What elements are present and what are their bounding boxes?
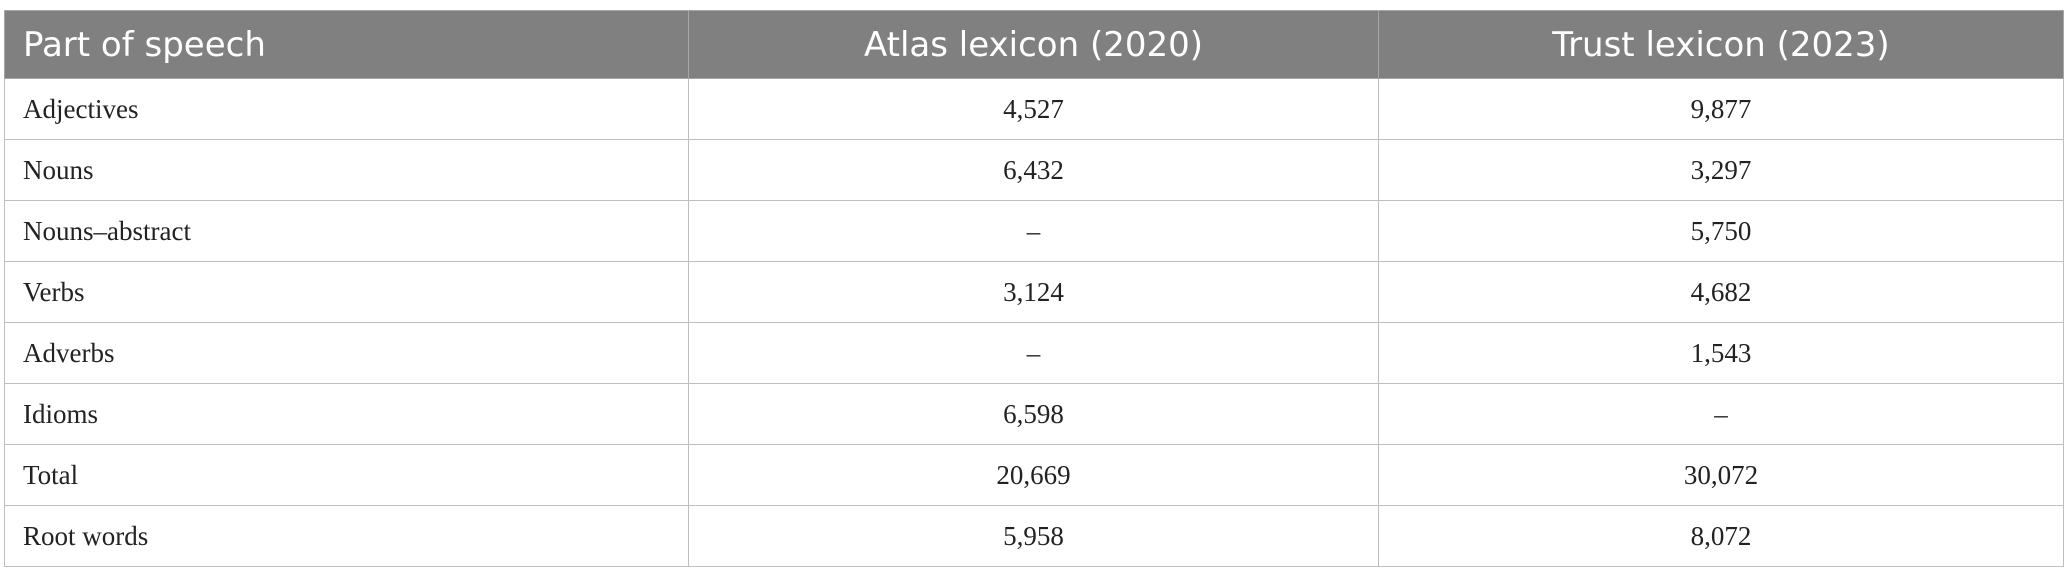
table-row: Root words 5,958 8,072 — [4, 505, 2064, 567]
table-cell: 30,072 — [1378, 444, 2064, 506]
table-cell: 5,750 — [1378, 200, 2064, 262]
column-header: Atlas lexicon (2020) — [688, 10, 1379, 79]
lexicon-table: Part of speech Atlas lexicon (2020) Trust … — [4, 10, 2064, 567]
table-row: Verbs 3,124 4,682 — [4, 261, 2064, 323]
table-cell: 3,124 — [688, 261, 1379, 323]
row-label: Nouns–abstract — [4, 200, 689, 262]
table-cell: 5,958 — [688, 505, 1379, 567]
table-cell: – — [1378, 383, 2064, 445]
table-row: Adverbs –1,543 — [4, 322, 2064, 384]
row-label: Adjectives — [4, 78, 689, 140]
row-label: Verbs — [4, 261, 689, 323]
table-row: Idioms 6,598– — [4, 383, 2064, 445]
table-row: Adjectives 4,527 9,877 — [4, 78, 2064, 140]
table-cell: 9,877 — [1378, 78, 2064, 140]
column-header: Part of speech — [4, 10, 689, 79]
table-cell: – — [688, 322, 1379, 384]
row-label: Idioms — [4, 383, 689, 445]
table-row: Nouns–abstract –5,750 — [4, 200, 2064, 262]
table-cell: 1,543 — [1378, 322, 2064, 384]
row-label: Root words — [4, 505, 689, 567]
row-label: Adverbs — [4, 322, 689, 384]
row-label: Nouns — [4, 139, 689, 201]
header-row: Part of speech Atlas lexicon (2020) Trust … — [4, 10, 2064, 79]
table-cell: 20,669 — [688, 444, 1379, 506]
table-row: Nouns 6,432 3,297 — [4, 139, 2064, 201]
table-cell: 3,297 — [1378, 139, 2064, 201]
table-cell: – — [688, 200, 1379, 262]
column-header: Trust lexicon (2023) — [1378, 10, 2064, 79]
table-cell: 4,527 — [688, 78, 1379, 140]
table-row: Total 20,669 30,072 — [4, 444, 2064, 506]
row-label: Total — [4, 444, 689, 506]
table-cell: 4,682 — [1378, 261, 2064, 323]
table-cell: 6,432 — [688, 139, 1379, 201]
table-cell: 8,072 — [1378, 505, 2064, 567]
table-cell: 6,598 — [688, 383, 1379, 445]
